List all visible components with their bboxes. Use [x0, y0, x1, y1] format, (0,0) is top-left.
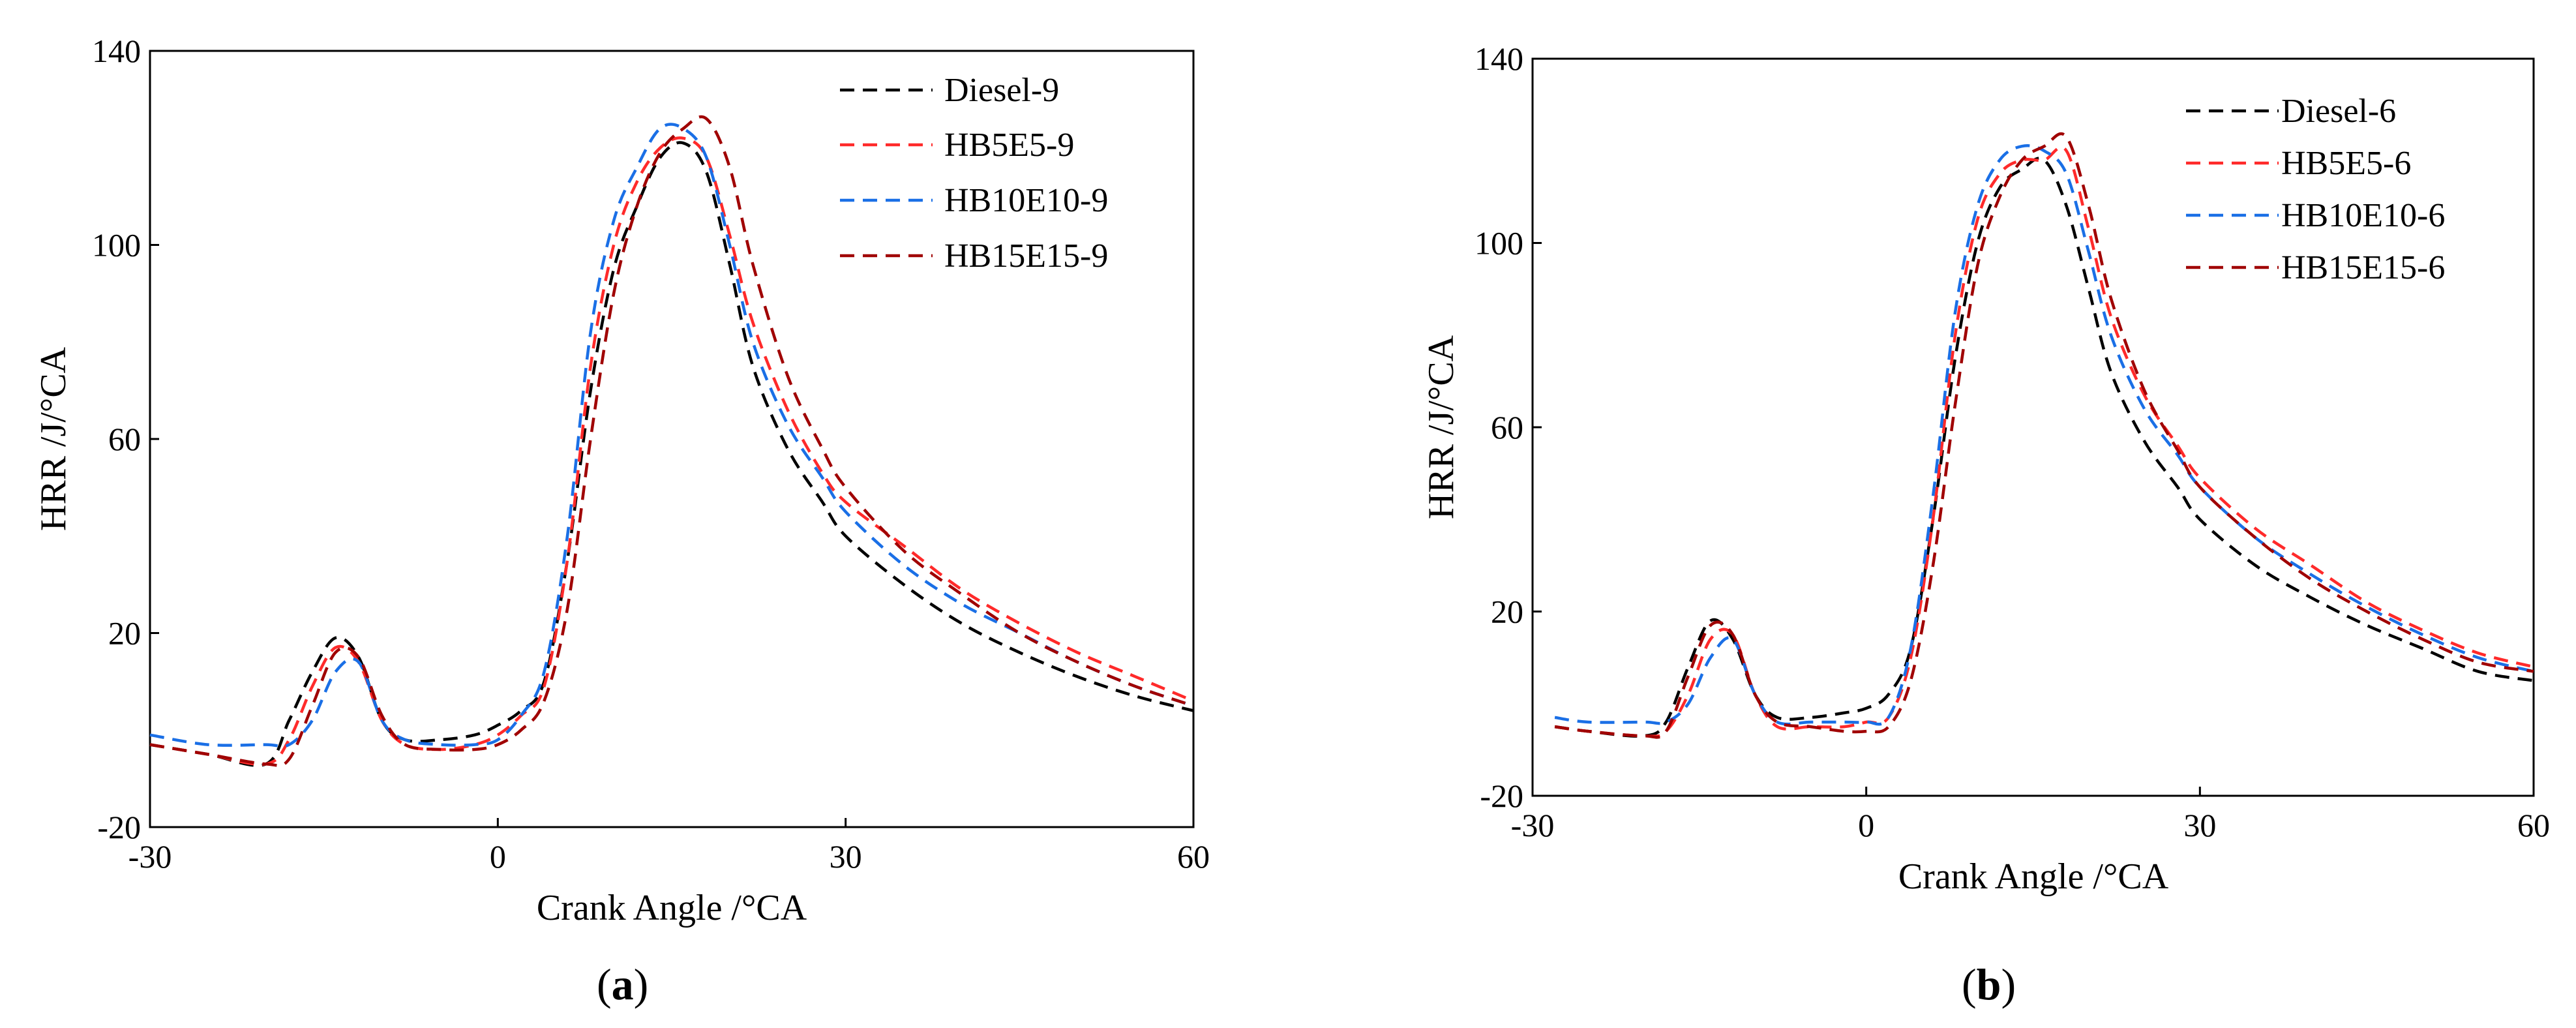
- legend-label: Diesel-9: [944, 72, 1059, 109]
- x-axis-label: Crank Angle /°CA: [537, 888, 807, 928]
- y-tick-label: 140: [92, 33, 141, 69]
- panel-caption: (a): [597, 960, 648, 1009]
- legend-item: HB5E5-9: [840, 127, 1074, 164]
- x-tick-label: 60: [1177, 838, 1210, 875]
- y-tick-label: 100: [1475, 225, 1523, 262]
- series-line-hb5e5-6: [1554, 145, 2534, 738]
- legend-item: Diesel-9: [840, 72, 1059, 109]
- x-tick-label: 30: [2183, 807, 2216, 843]
- series-lines: [1554, 132, 2534, 739]
- x-tick-label: 30: [830, 838, 862, 875]
- legend-label: HB15E15-6: [2281, 249, 2445, 286]
- y-tick-label: 60: [1491, 409, 1523, 446]
- series-line-hb5e5-9: [149, 136, 1194, 766]
- legend-label: HB10E10-9: [944, 182, 1108, 219]
- axis-ticks: -30 0 30 60 -20 20 60 100 140: [1475, 40, 2550, 843]
- legend-item: HB10E10-6: [2186, 197, 2445, 234]
- y-axis-label: HRR /J/°CA: [33, 346, 74, 531]
- x-tick-label: -30: [128, 838, 172, 875]
- y-tick-label: 60: [108, 421, 141, 457]
- panel-caption-letter: b: [1977, 960, 2001, 1009]
- legend-label: HB5E5-9: [944, 127, 1074, 164]
- y-tick-label: 100: [92, 227, 141, 264]
- chart-panel-b: -30 0 30 60 -20 20 60 100 140 Crank Angle /°CA H…: [1421, 40, 2550, 1009]
- axis-ticks: -30 0 30 60 -20 20 60 100 140: [92, 33, 1210, 875]
- legend: Diesel-6 HB5E5-6 HB10E10-6 HB15E15-6: [2186, 93, 2445, 286]
- legend-label: HB5E5-6: [2281, 145, 2411, 182]
- x-tick-label: 0: [1858, 807, 1874, 843]
- legend-item: HB15E15-6: [2186, 249, 2445, 286]
- series-lines: [149, 115, 1194, 767]
- legend-label: Diesel-6: [2281, 93, 2396, 130]
- series-line-diesel-9: [149, 141, 1194, 767]
- y-tick-label: -20: [97, 809, 141, 845]
- plot-frame: [149, 50, 1195, 828]
- y-tick-label: 140: [1475, 40, 1523, 77]
- x-tick-label: 0: [490, 838, 506, 875]
- x-axis-label: Crank Angle /°CA: [1898, 856, 2169, 897]
- panel-caption-letter: a: [612, 960, 634, 1009]
- y-tick-label: -20: [1480, 778, 1523, 814]
- series-line-hb10e10-9: [149, 123, 1194, 748]
- y-axis-label: HRR /J/°CA: [1421, 335, 1461, 519]
- legend-item: HB5E5-6: [2186, 145, 2411, 182]
- panel-caption: (b): [1962, 960, 2016, 1009]
- legend-label: HB15E15-9: [944, 237, 1108, 275]
- legend: Diesel-9 HB5E5-9 HB10E10-9 HB15E15-9: [840, 72, 1108, 275]
- legend-item: Diesel-6: [2186, 93, 2396, 130]
- legend-item: HB10E10-9: [840, 182, 1108, 219]
- series-line-hb15e15-9: [149, 115, 1194, 767]
- series-line-diesel-6: [1554, 157, 2534, 738]
- x-tick-label: 60: [2517, 807, 2550, 843]
- legend-item: HB15E15-9: [840, 237, 1108, 275]
- legend-label: HB10E10-6: [2281, 197, 2445, 234]
- chart-panel-a: -30 0 30 60 -20 20 60 100 140 Crank Angle /°CA H…: [33, 33, 1210, 1009]
- series-line-hb15e15-6: [1554, 132, 2534, 739]
- y-tick-label: 20: [108, 615, 141, 652]
- y-tick-label: 20: [1491, 594, 1523, 630]
- x-tick-label: -30: [1511, 807, 1555, 843]
